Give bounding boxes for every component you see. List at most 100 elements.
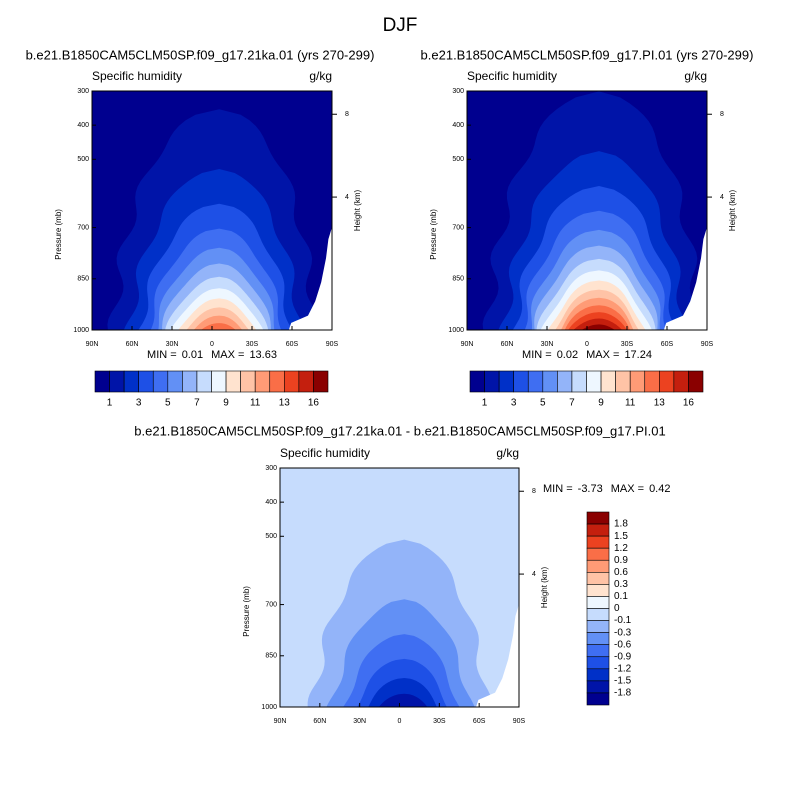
colorbar-box (586, 668, 610, 682)
y-tick-label: 700 (452, 224, 464, 231)
y2-tick-label: 4 (720, 194, 724, 201)
x-tick-label: 60S (661, 341, 674, 348)
y-tick-label: 500 (452, 156, 464, 163)
y-tick-label: 700 (265, 601, 277, 608)
colorbar-box (586, 632, 610, 645)
colorbar-label: 11 (250, 398, 261, 409)
x-tick-label: 30S (433, 718, 446, 725)
colorbar-label: 1 (482, 398, 488, 409)
contour-band (581, 324, 615, 330)
left-string: Specific humidity (92, 69, 182, 83)
colorbar-box (586, 523, 610, 537)
y-tick-label: 1000 (448, 327, 464, 334)
colorbar-label: -0.6 (614, 639, 632, 650)
colorbar-label: 3 (511, 398, 517, 409)
x-tick-label: 30S (246, 341, 259, 348)
y-tick-label: 400 (265, 499, 277, 506)
y-tick-label: 500 (77, 156, 89, 163)
colorbar-label: 16 (308, 398, 320, 409)
colorbar-box (240, 370, 256, 393)
min-max: MIN = 0.02 MAX = 17.24 (522, 349, 652, 361)
colorbar-box (571, 370, 587, 393)
missing-data (288, 227, 332, 330)
colorbar-label: 0.6 (614, 567, 628, 578)
colorbar-box (284, 370, 300, 393)
y2-tick-label: 8 (532, 488, 536, 495)
colorbar-label: 0.3 (614, 579, 628, 590)
colorbar-label: 5 (540, 398, 546, 409)
colorbar-box (615, 370, 631, 393)
panel: b.e21.B1850CAM5CLM50SP.f09_g17.21ka.01 (… (26, 47, 375, 408)
left-string: Specific humidity (467, 69, 557, 83)
colorbar-box (586, 656, 610, 670)
colorbar-label: 1.8 (614, 519, 628, 530)
colorbar-box (211, 370, 227, 393)
y-axis-label: Pressure (mb) (54, 209, 63, 260)
missing-data (663, 227, 707, 330)
colorbar-box (498, 370, 514, 393)
colorbar-box (138, 370, 154, 393)
colorbar-box (586, 584, 610, 597)
colorbar-box (196, 370, 212, 393)
colorbar-label: 1 (107, 398, 113, 409)
contour-field (280, 468, 519, 707)
colorbar-box (586, 572, 610, 585)
colorbar-box (484, 370, 500, 393)
colorbar-box (527, 370, 544, 393)
colorbar-box (586, 620, 610, 633)
x-tick-label: 30N (166, 341, 179, 348)
colorbar-box (182, 370, 198, 393)
colorbar-box (313, 370, 329, 393)
colorbar-label: 11 (625, 398, 636, 409)
colorbar-box (94, 370, 110, 393)
contour-field (467, 91, 707, 330)
colorbar-box (586, 680, 610, 694)
min-max: MIN = -3.73 MAX = 0.42 (543, 483, 670, 495)
colorbar-label: 1.2 (614, 543, 628, 554)
colorbar-box (586, 370, 602, 393)
colorbar-box (542, 370, 558, 393)
x-tick-label: 30N (353, 718, 366, 725)
max-label: MAX = (611, 483, 644, 495)
x-tick-label: 90N (86, 341, 99, 348)
x-tick-label: 30N (541, 341, 554, 348)
colorbar-box (629, 370, 646, 393)
colorbar-box (586, 608, 610, 621)
y2-tick-label: 8 (720, 111, 724, 118)
contour-band (573, 318, 623, 330)
x-tick-label: 60N (313, 718, 326, 725)
panel-title: b.e21.B1850CAM5CLM50SP.f09_g17.21ka.01 (… (26, 47, 375, 62)
max: 17.24 (624, 349, 652, 361)
y-tick-label: 700 (77, 224, 89, 231)
y-tick-label: 850 (452, 276, 464, 283)
y-tick-label: 850 (265, 653, 277, 660)
colorbar-box (586, 692, 610, 706)
colorbar-label: 1.5 (614, 531, 628, 542)
contour-band (378, 693, 428, 707)
colorbar-box (298, 370, 314, 393)
x-tick-label: 90S (326, 341, 339, 348)
colorbar-box (600, 370, 616, 393)
max-label: MAX = (586, 349, 619, 361)
colorbar-box (513, 370, 529, 393)
panel: b.e21.B1850CAM5CLM50SP.f09_g17.PI.01 (yr… (421, 47, 754, 408)
colorbar-box (557, 370, 573, 393)
colorbar-box (123, 370, 139, 393)
y-tick-label: 400 (452, 122, 464, 129)
x-tick-label: 60S (473, 718, 486, 725)
min: 0.02 (557, 349, 578, 361)
colorbar-label: 16 (683, 398, 695, 409)
x-tick-label: 0 (398, 718, 402, 725)
right-string: g/kg (309, 69, 332, 83)
colorbar-box (152, 370, 169, 393)
colorbar-label: 0.1 (614, 591, 628, 602)
y2-tick-label: 8 (345, 111, 349, 118)
colorbar-label: 3 (136, 398, 142, 409)
x-tick-label: 90S (701, 341, 714, 348)
x-tick-label: 60N (501, 341, 514, 348)
y2-axis-label: Height (km) (353, 189, 362, 231)
min-label: MIN = (147, 349, 177, 361)
y2-axis-label: Height (km) (728, 189, 737, 231)
colorbar-box (254, 370, 271, 393)
